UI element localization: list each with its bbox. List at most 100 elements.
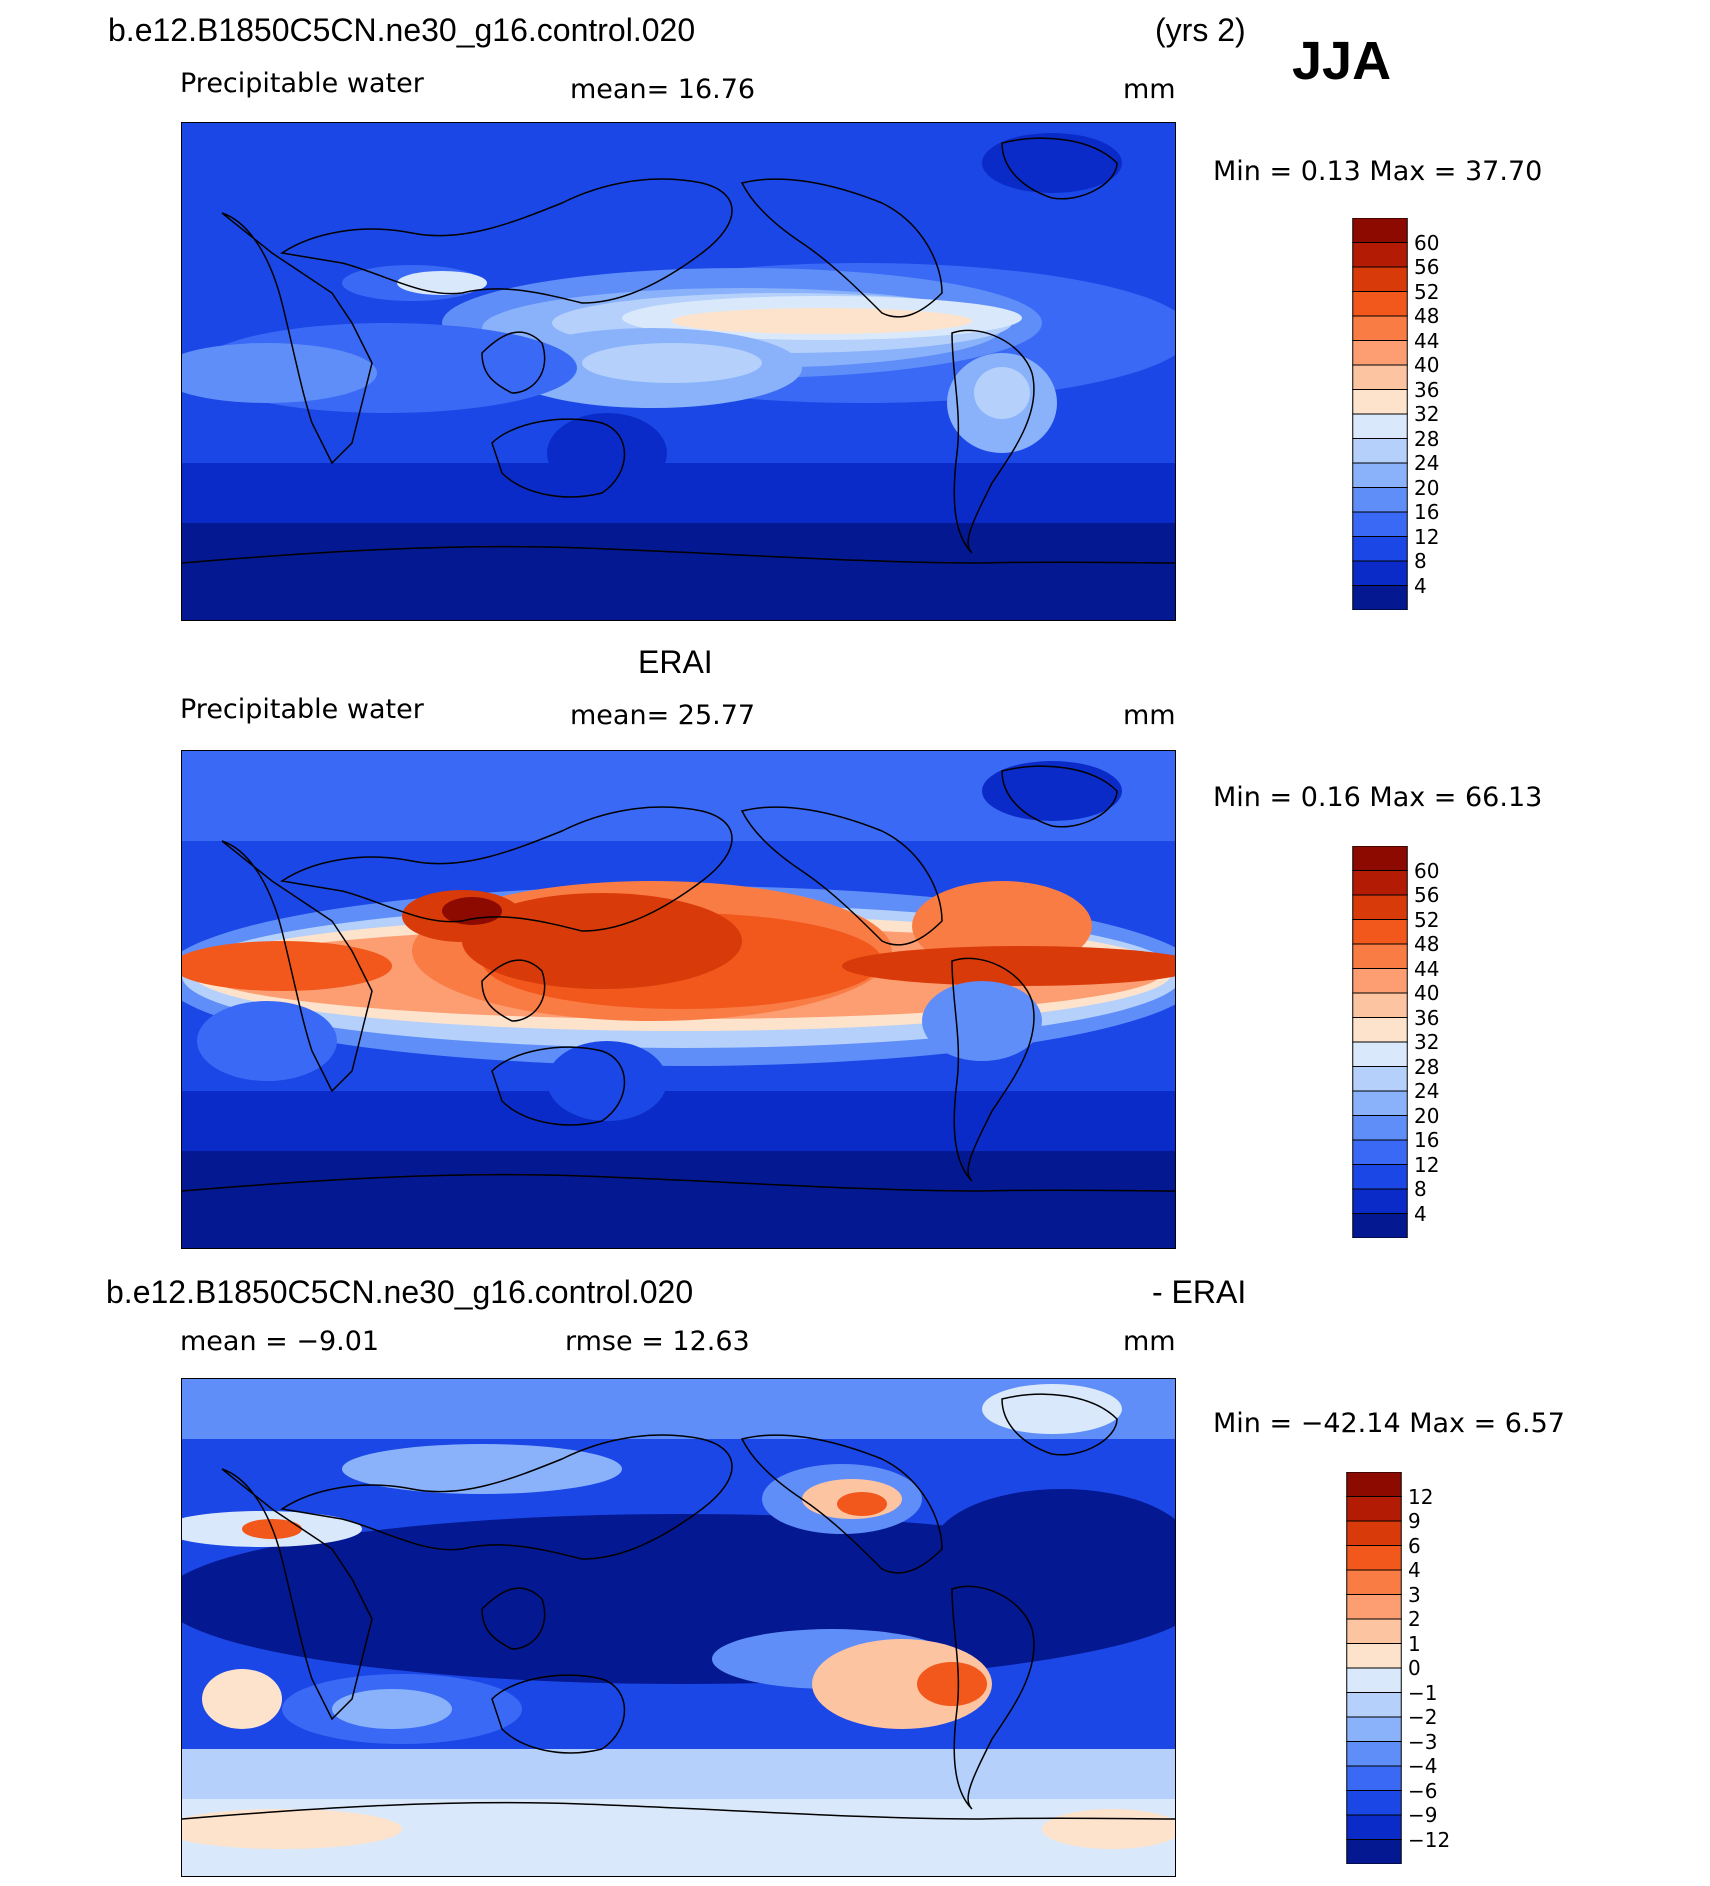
colorbar-swatch	[1346, 1618, 1402, 1644]
colorbar-swatch	[1352, 340, 1408, 366]
colorbar-tick-label: −1	[1408, 1680, 1438, 1705]
colorbar-swatch	[1346, 1741, 1402, 1767]
colorbar-swatch	[1352, 894, 1408, 920]
colorbar-swatch	[1352, 511, 1408, 537]
colorbar-swatch	[1352, 1188, 1408, 1214]
colorbar-tick-label: 36	[1414, 377, 1440, 402]
colorbar-tick-label: 6	[1408, 1533, 1421, 1558]
colorbar-swatch	[1352, 487, 1408, 513]
colorbar-tick-label: 16	[1414, 500, 1440, 524]
model-units-label: mm	[1123, 74, 1176, 105]
colorbar-tick-label: −9	[1408, 1803, 1438, 1827]
colorbar-tick-label: 60	[1414, 858, 1440, 883]
colorbar-swatch	[1346, 1692, 1402, 1718]
obs-mean-label: mean= 25.77	[570, 700, 756, 731]
diff-mean-label: mean = −9.01	[180, 1326, 380, 1357]
colorbar-tick-label: 20	[1414, 475, 1440, 500]
obs-colorbar	[1352, 845, 1408, 1239]
colorbar-tick-label: 56	[1414, 255, 1440, 279]
colorbar-swatch	[1346, 1716, 1402, 1742]
colorbar-swatch	[1346, 1520, 1402, 1546]
colorbar-tick-label: 48	[1414, 304, 1440, 328]
colorbar-swatch	[1346, 1814, 1402, 1840]
colorbar-tick-label: 48	[1414, 932, 1440, 956]
colorbar-tick-label: −12	[1408, 1827, 1451, 1852]
colorbar-tick-label: −4	[1408, 1754, 1438, 1778]
colorbar-tick-label: 24	[1414, 1079, 1440, 1103]
colorbar-tick-label: 32	[1414, 402, 1440, 426]
colorbar-swatch	[1346, 1643, 1402, 1669]
years-label: (yrs 2)	[1155, 12, 1246, 48]
model-precipitable-water-map	[181, 122, 1176, 621]
colorbar-tick-label: 12	[1408, 1484, 1434, 1509]
colorbar-swatch	[1346, 1790, 1402, 1816]
colorbar-swatch	[1352, 1090, 1408, 1116]
colorbar-swatch	[1352, 438, 1408, 464]
colorbar-swatch	[1346, 1765, 1402, 1791]
colorbar-tick-label: 40	[1414, 981, 1440, 1005]
colorbar-tick-label: 0	[1408, 1656, 1421, 1680]
colorbar-tick-label: 28	[1414, 426, 1440, 451]
colorbar-tick-label: 44	[1414, 328, 1440, 353]
diff-units-label: mm	[1123, 1326, 1176, 1357]
colorbar-swatch	[1346, 1667, 1402, 1693]
colorbar-tick-label: 12	[1414, 1152, 1440, 1177]
colorbar-swatch	[1352, 1041, 1408, 1067]
model-variable-label: Precipitable water	[180, 68, 424, 99]
diff-case-title: b.e12.B1850C5CN.ne30_g16.control.020	[106, 1274, 694, 1310]
colorbar-swatch	[1352, 1213, 1408, 1239]
colorbar-tick-label: 4	[1414, 573, 1427, 598]
colorbar-tick-label: 4	[1414, 1201, 1427, 1226]
diff-minmax-label: Min = −42.14 Max = 6.57	[1213, 1408, 1565, 1439]
model-minmax-label: Min = 0.13 Max = 37.70	[1213, 156, 1543, 187]
colorbar-swatch	[1352, 560, 1408, 586]
model-colorbar	[1352, 217, 1408, 611]
colorbar-tick-label: 9	[1408, 1509, 1421, 1533]
colorbar-swatch	[1352, 217, 1408, 243]
colorbar-tick-label: 16	[1414, 1128, 1440, 1152]
colorbar-tick-label: 3	[1408, 1582, 1421, 1607]
colorbar-swatch	[1346, 1545, 1402, 1571]
colorbar-tick-label: 36	[1414, 1005, 1440, 1030]
colorbar-swatch	[1352, 389, 1408, 415]
colorbar-swatch	[1352, 1066, 1408, 1092]
colorbar-tick-label: 40	[1414, 353, 1440, 377]
colorbar-tick-label: 24	[1414, 451, 1440, 475]
colorbar-tick-label: 20	[1414, 1103, 1440, 1128]
colorbar-tick-label: 4	[1408, 1558, 1421, 1582]
colorbar-swatch	[1346, 1569, 1402, 1595]
colorbar-swatch	[1352, 585, 1408, 611]
colorbar-tick-label: 52	[1414, 279, 1440, 304]
colorbar-tick-label: 8	[1414, 549, 1427, 573]
colorbar-swatch	[1352, 536, 1408, 562]
colorbar-swatch	[1352, 1164, 1408, 1190]
diff-minus-label: - ERAI	[1152, 1274, 1247, 1310]
colorbar-tick-label: 2	[1408, 1607, 1421, 1631]
obs-case-title: ERAI	[638, 644, 713, 680]
diff-rmse-label: rmse = 12.63	[565, 1326, 750, 1357]
colorbar-swatch	[1352, 968, 1408, 994]
colorbar-swatch	[1352, 266, 1408, 292]
colorbar-swatch	[1352, 943, 1408, 969]
model-case-title: b.e12.B1850C5CN.ne30_g16.control.020	[108, 12, 696, 48]
colorbar-swatch	[1352, 364, 1408, 390]
colorbar-swatch	[1352, 1115, 1408, 1141]
colorbar-swatch	[1352, 291, 1408, 317]
colorbar-tick-label: 52	[1414, 907, 1440, 932]
obs-units-label: mm	[1123, 700, 1176, 731]
colorbar-tick-label: 8	[1414, 1177, 1427, 1201]
colorbar-tick-label: −6	[1408, 1778, 1438, 1803]
colorbar-swatch	[1352, 845, 1408, 871]
colorbar-tick-label: 56	[1414, 883, 1440, 907]
obs-minmax-label: Min = 0.16 Max = 66.13	[1213, 782, 1543, 813]
colorbar-tick-label: 32	[1414, 1030, 1440, 1054]
diff-colorbar	[1346, 1471, 1402, 1865]
colorbar-swatch	[1346, 1839, 1402, 1865]
colorbar-swatch	[1352, 870, 1408, 896]
colorbar-tick-label: −2	[1408, 1705, 1438, 1729]
model-mean-label: mean= 16.76	[570, 74, 756, 105]
colorbar-swatch	[1352, 315, 1408, 341]
colorbar-swatch	[1352, 413, 1408, 439]
colorbar-swatch	[1346, 1496, 1402, 1522]
colorbar-swatch	[1352, 992, 1408, 1018]
